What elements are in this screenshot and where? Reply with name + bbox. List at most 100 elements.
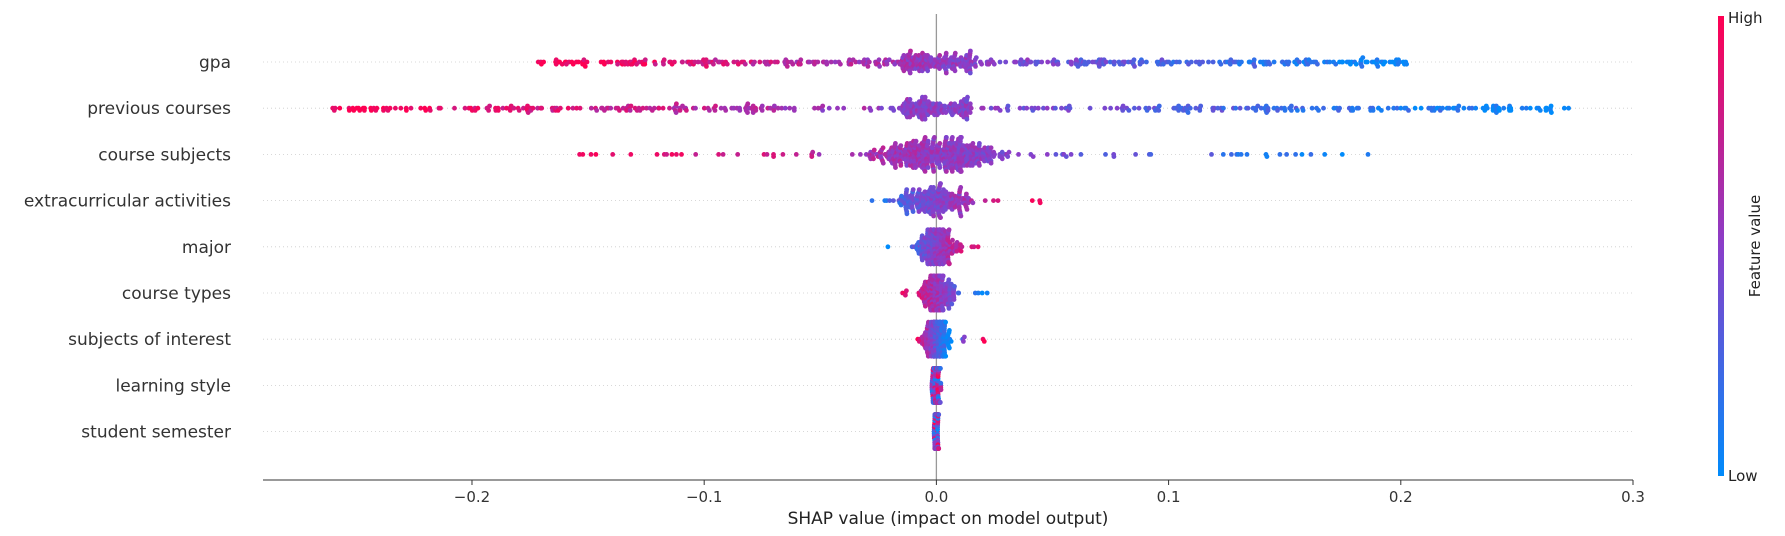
shap-point: [1497, 108, 1502, 113]
x-tick-label: 0.2: [1389, 488, 1413, 506]
shap-point: [695, 59, 701, 65]
shap-point: [1005, 154, 1011, 160]
shap-point: [398, 105, 404, 111]
shap-point: [642, 57, 648, 63]
shap-point: [899, 193, 904, 199]
x-axis: −0.2 −0.1 0.0 0.1 0.2 0.3 SHAP value (impact …: [263, 479, 1645, 529]
shap-point: [693, 105, 698, 111]
shap-point: [898, 163, 904, 168]
shap-point: [1519, 105, 1525, 111]
shap-point: [594, 108, 600, 113]
feature-points: [535, 48, 1409, 76]
shap-point: [1030, 154, 1036, 160]
shap-point: [1024, 105, 1030, 111]
shap-point: [958, 185, 964, 190]
shap-point: [1375, 64, 1381, 69]
shap-point: [973, 64, 978, 69]
shap-point: [602, 61, 607, 67]
shap-point: [495, 108, 501, 113]
shap-point: [1103, 152, 1108, 157]
shap-point: [1067, 105, 1073, 111]
feature-points: [929, 366, 944, 405]
shap-point: [879, 105, 884, 111]
shap-point: [916, 187, 922, 193]
shap-point: [961, 339, 966, 344]
shap-point: [674, 152, 679, 157]
shap-point: [1527, 105, 1533, 111]
shap-point: [452, 105, 457, 111]
shap-point: [988, 145, 994, 151]
shap-point: [1209, 152, 1214, 157]
shap-point: [1394, 105, 1400, 111]
shap-point: [952, 50, 958, 56]
shap-point: [507, 108, 513, 113]
shap-point: [1244, 152, 1250, 157]
shap-point: [346, 108, 352, 113]
shap-point: [943, 110, 949, 115]
shap-point: [718, 105, 724, 111]
shap-point: [995, 198, 1001, 204]
shap-point: [374, 105, 380, 111]
feature-points: [577, 135, 1371, 174]
shap-point: [964, 116, 970, 122]
shap-point: [577, 105, 583, 111]
shap-point: [628, 152, 634, 157]
shap-point: [925, 68, 931, 74]
shap-point: [1107, 59, 1113, 65]
colorbar-title: Feature value: [1746, 195, 1764, 297]
shap-point: [1200, 59, 1205, 65]
shap-point: [997, 108, 1003, 113]
shap-point: [956, 290, 962, 296]
shap-point: [1210, 59, 1216, 65]
shap-point: [938, 387, 944, 393]
shap-point: [387, 105, 393, 111]
shap-point: [946, 227, 952, 233]
shap-point: [947, 261, 952, 267]
shap-point: [907, 97, 913, 102]
shap-point: [1295, 108, 1300, 113]
shap-point: [913, 165, 918, 171]
shap-point: [656, 105, 662, 111]
shap-point: [664, 152, 669, 157]
x-tick-label: 0.1: [1157, 488, 1181, 506]
shap-point: [669, 152, 675, 157]
shap-point: [922, 116, 928, 122]
shap-point: [959, 135, 964, 140]
shap-point: [651, 105, 657, 111]
shap-point: [1039, 59, 1045, 65]
shap-point: [904, 187, 910, 193]
shap-point: [798, 57, 804, 63]
shap-point: [910, 187, 916, 193]
shap-point: [950, 135, 955, 140]
shap-point: [701, 105, 707, 111]
shap-point: [936, 446, 942, 451]
shap-point: [997, 59, 1003, 65]
shap-point: [644, 105, 649, 111]
shap-point: [759, 108, 765, 113]
shap-point: [943, 207, 948, 212]
shap-point: [1440, 105, 1445, 111]
x-tick-label: −0.2: [454, 488, 490, 506]
shap-point: [1253, 108, 1259, 113]
shap-point: [1120, 103, 1126, 109]
shap-point: [1211, 105, 1217, 111]
shap-point: [1237, 105, 1243, 111]
shap-point: [1549, 110, 1554, 115]
feature-label: extracurricular activities: [24, 192, 231, 212]
shap-point: [541, 59, 546, 65]
shap-point: [980, 105, 986, 111]
shap-point: [1350, 108, 1356, 113]
shap-point: [737, 108, 743, 113]
shap-point: [539, 105, 545, 111]
shap-point: [970, 163, 975, 168]
shap-point: [858, 152, 863, 157]
shap-point: [977, 163, 982, 168]
x-axis-title: SHAP value (impact on model output): [788, 509, 1109, 529]
row-guides: [263, 61, 1633, 433]
x-tick-label: 0.3: [1621, 488, 1645, 506]
shap-point: [942, 103, 948, 109]
shap-point: [1548, 103, 1554, 109]
shap-point: [1035, 59, 1041, 65]
shap-point: [768, 59, 774, 65]
shap-point: [731, 59, 737, 65]
